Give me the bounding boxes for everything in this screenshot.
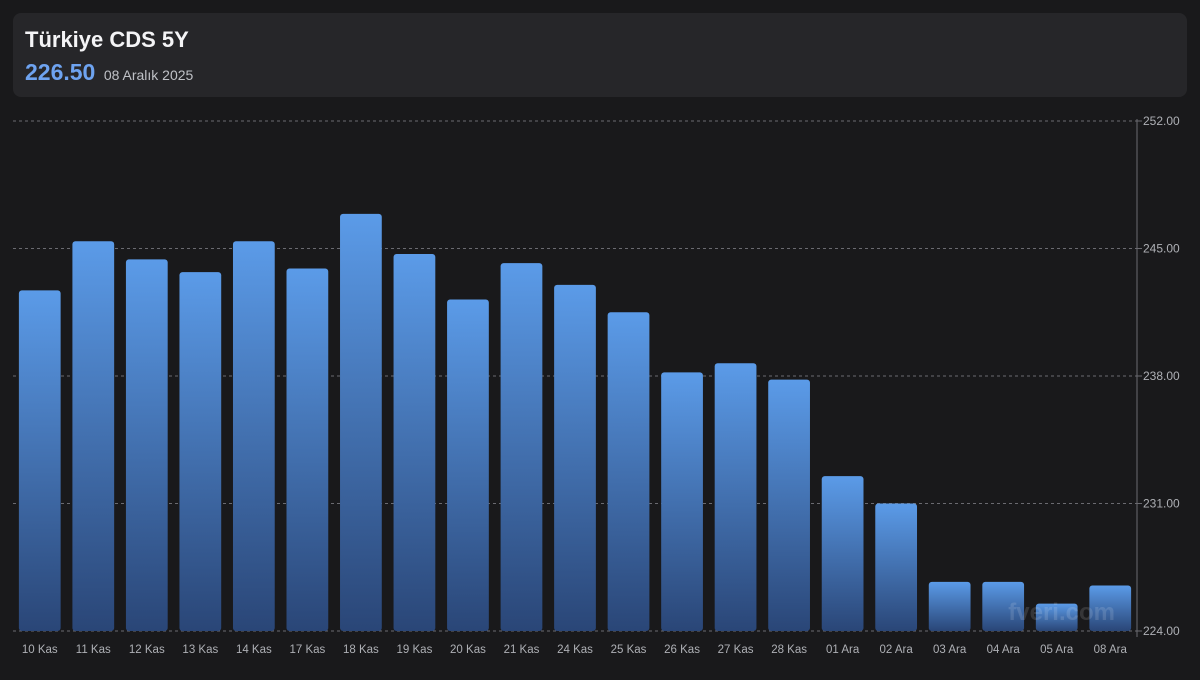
y-tick-label: 231.00: [1143, 497, 1180, 511]
x-tick-label: 19 Kas: [397, 644, 433, 656]
bar: [179, 272, 222, 631]
x-tick-label: 25 Kas: [611, 644, 647, 656]
bar: [1089, 585, 1132, 631]
bar: [447, 299, 489, 631]
bar: [232, 241, 275, 631]
bar: [768, 379, 810, 631]
current-date: 08 Aralık 2025: [103, 67, 194, 83]
bar: [393, 253, 436, 631]
bar: [714, 363, 757, 631]
bar: [607, 312, 650, 631]
bar: [875, 503, 918, 631]
x-tick-label: 04 Ara: [987, 644, 1021, 656]
x-tick-label: 01 Ara: [826, 644, 860, 656]
x-tick-label: 18 Kas: [343, 644, 379, 656]
x-tick-label: 03 Ara: [933, 644, 967, 656]
bar: [982, 581, 1025, 631]
watermark: fveri.com: [1008, 599, 1115, 626]
bar-chart: 224.00 231.00 238.00 245.00 252.00 10 Kas 11 K…: [13, 114, 1180, 656]
x-tick-label: 24 Kas: [557, 644, 593, 656]
bar: [500, 263, 543, 631]
bar: [661, 372, 703, 631]
x-tick-label: 28 Kas: [771, 644, 807, 656]
x-tick-label: 20 Kas: [450, 644, 486, 656]
bar: [554, 284, 596, 631]
value-row: 226.50 08 Aralık 2025: [25, 59, 193, 86]
bar: [125, 259, 168, 631]
x-tick-label: 27 Kas: [718, 644, 754, 656]
x-tick-label: 26 Kas: [664, 644, 700, 656]
x-tick-label: 14 Kas: [236, 644, 272, 656]
y-tick-label: 252.00: [1143, 114, 1180, 128]
chart-area: 224.00 231.00 238.00 245.00 252.00 10 Kas 11 K…: [0, 110, 1200, 675]
x-tick-label: 10 Kas: [22, 644, 58, 656]
x-tick-label: 11 Kas: [76, 644, 111, 656]
y-tick-label: 238.00: [1143, 369, 1180, 383]
x-tick-label: 08 Ara: [1094, 644, 1128, 656]
bar: [928, 581, 971, 631]
y-tick-label: 224.00: [1143, 624, 1180, 638]
bar: [72, 241, 115, 631]
x-tick-label: 13 Kas: [182, 644, 218, 656]
x-tick-label: 17 Kas: [289, 644, 325, 656]
y-tick-label: 245.00: [1143, 242, 1180, 256]
bar: [286, 268, 329, 631]
bar: [1035, 603, 1078, 631]
chart-title: Türkiye CDS 5Y: [25, 27, 189, 52]
x-tick-label: 05 Ara: [1040, 644, 1074, 656]
header-card: Türkiye CDS 5Y 226.50 08 Aralık 2025: [13, 13, 1187, 97]
x-tick-label: 21 Kas: [504, 644, 540, 656]
bar: [18, 290, 61, 631]
bar: [340, 213, 382, 631]
x-tick-label: 02 Ara: [880, 644, 914, 656]
current-value: 226.50: [25, 59, 96, 85]
bar: [821, 476, 864, 631]
x-tick-label: 12 Kas: [129, 644, 165, 656]
